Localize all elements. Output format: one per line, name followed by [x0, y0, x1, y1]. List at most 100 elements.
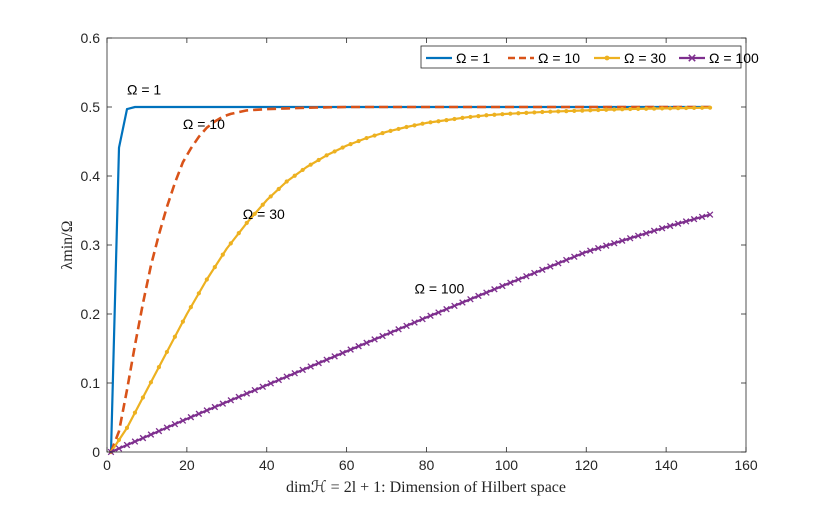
- series-point: [660, 106, 665, 111]
- series-point: [275, 376, 282, 384]
- x-tick-label: 80: [419, 457, 435, 473]
- series-point: [355, 342, 362, 350]
- series-point: [148, 380, 154, 385]
- series-point: [204, 277, 209, 282]
- series-point: [300, 167, 305, 173]
- series-point: [676, 106, 681, 111]
- series-point: [371, 336, 378, 343]
- series-point: [475, 292, 482, 300]
- y-tick-label: 0: [92, 444, 100, 460]
- series-point: [483, 289, 490, 296]
- series-point: [363, 339, 370, 347]
- series-4: [107, 211, 714, 456]
- series-point: [124, 425, 130, 430]
- series-point: [140, 395, 146, 400]
- series-point: [610, 239, 618, 247]
- series-point: [618, 237, 626, 244]
- series-point: [650, 227, 658, 235]
- series-3: [108, 105, 713, 455]
- series-point: [666, 222, 674, 230]
- legend-item: Ω = 1: [426, 50, 490, 66]
- series-point: [428, 120, 433, 125]
- series-point: [235, 393, 243, 401]
- x-tick-label: 0: [103, 457, 111, 473]
- series-point: [339, 349, 346, 357]
- series-point: [179, 417, 187, 424]
- series-point: [642, 230, 650, 237]
- legend-label: Ω = 10: [538, 50, 580, 66]
- series-point: [499, 282, 506, 290]
- annotation-label: Ω = 100: [415, 280, 465, 296]
- series-point: [691, 105, 697, 111]
- series-point: [652, 106, 657, 111]
- series-point: [572, 108, 577, 113]
- series-point: [188, 305, 193, 310]
- x-tick-label: 120: [575, 457, 599, 473]
- series-point: [131, 438, 139, 445]
- series-point: [500, 112, 505, 117]
- series-point: [427, 312, 434, 320]
- legend-marker: [604, 55, 610, 61]
- series-point: [164, 349, 170, 355]
- series-point: [236, 231, 241, 236]
- series-point: [547, 263, 554, 270]
- series-point: [602, 242, 610, 249]
- series-point: [556, 109, 561, 114]
- series-point: [147, 431, 155, 438]
- x-tick-label: 40: [259, 457, 275, 473]
- series-point: [324, 153, 329, 158]
- series-point: [476, 114, 481, 119]
- legend-label: Ω = 100: [709, 50, 759, 66]
- series-point: [348, 142, 353, 147]
- series-point: [644, 106, 649, 111]
- series-point: [492, 112, 497, 117]
- series-point: [516, 111, 521, 116]
- series-point: [316, 157, 321, 163]
- series-point: [163, 424, 171, 431]
- y-axis-label: λmin/Ω: [59, 220, 76, 269]
- series-point: [412, 123, 417, 128]
- series-point: [467, 295, 474, 303]
- series-point: [571, 253, 578, 261]
- y-tick-label: 0.4: [81, 168, 101, 184]
- series-point: [212, 264, 217, 270]
- x-axis-label: dimℋ = 2l + 1: Dimension of Hilbert spac…: [286, 479, 566, 496]
- series-point: [340, 145, 345, 150]
- series-point: [491, 286, 498, 293]
- series-point: [291, 369, 298, 377]
- series-1: [109, 105, 711, 453]
- series-point: [563, 256, 570, 264]
- series-point: [594, 244, 602, 252]
- series-point: [116, 437, 122, 443]
- legend-items: Ω = 1 Ω = 10 Ω = 30 Ω = 100: [426, 50, 759, 66]
- y-tick-label: 0.2: [81, 306, 101, 322]
- series-point: [580, 108, 585, 113]
- series-point: [388, 128, 393, 133]
- series-point: [139, 434, 147, 442]
- series-point: [276, 186, 281, 192]
- y-tick-label: 0.3: [81, 237, 101, 253]
- annotation-label: Ω = 30: [243, 206, 285, 222]
- series-point: [347, 346, 354, 353]
- annotations-group: Ω = 1 Ω = 10 Ω = 30 Ω = 100: [127, 82, 465, 297]
- series-point: [243, 390, 251, 397]
- legend-label: Ω = 30: [624, 50, 666, 66]
- series-point: [668, 106, 673, 111]
- legend-item: Ω = 100: [679, 50, 759, 66]
- y-tick-label: 0.1: [81, 375, 101, 391]
- series-line: [109, 105, 711, 453]
- series-point: [292, 173, 297, 178]
- series-point: [244, 220, 249, 226]
- series-point: [252, 211, 257, 216]
- legend-marker: [688, 54, 696, 62]
- legend-box: [420, 45, 742, 69]
- series-point: [171, 420, 179, 428]
- series-point: [555, 259, 562, 267]
- series-point: [315, 359, 322, 367]
- series-point: [372, 133, 377, 138]
- series-point: [626, 234, 634, 242]
- series-point: [508, 111, 513, 116]
- series-point: [658, 225, 666, 232]
- series-point: [123, 441, 131, 449]
